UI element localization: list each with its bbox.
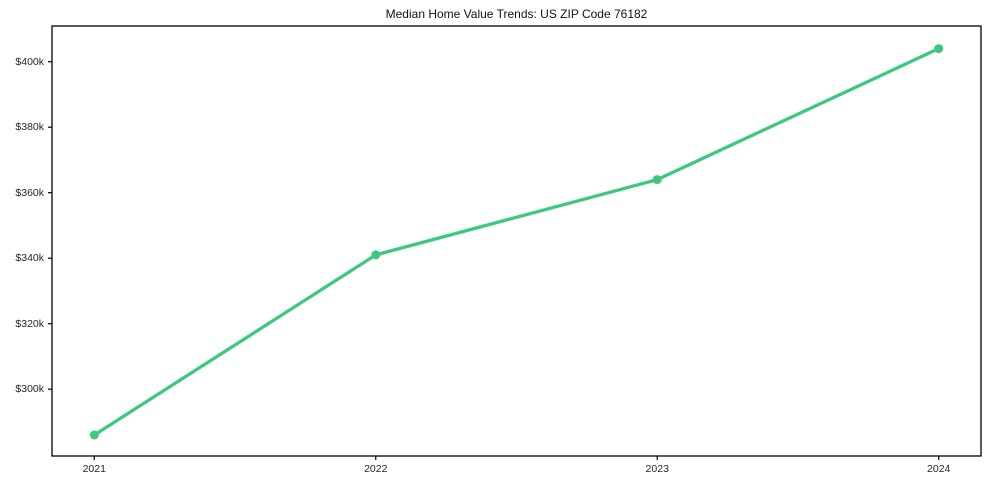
data-point-marker: [934, 44, 944, 54]
y-tick-label: $300k: [15, 383, 44, 396]
y-tick-label: $340k: [15, 252, 44, 265]
x-tick-label: 2022: [364, 463, 388, 475]
plot-border: [51, 25, 982, 457]
data-point-marker: [371, 250, 381, 260]
y-tick-label: $400k: [15, 55, 44, 68]
x-tick-label: 2024: [927, 463, 951, 475]
x-tick-label: 2021: [82, 463, 106, 475]
data-point-marker: [89, 430, 99, 440]
y-tick-label: $360k: [15, 186, 44, 199]
y-tick-label: $380k: [15, 121, 44, 134]
y-tick-label: $320k: [15, 317, 44, 330]
x-tick-label: 2023: [645, 463, 669, 475]
chart-title: Median Home Value Trends: US ZIP Code 76…: [385, 7, 648, 21]
trend-line: [92, 46, 941, 437]
data-point-marker: [652, 175, 662, 185]
